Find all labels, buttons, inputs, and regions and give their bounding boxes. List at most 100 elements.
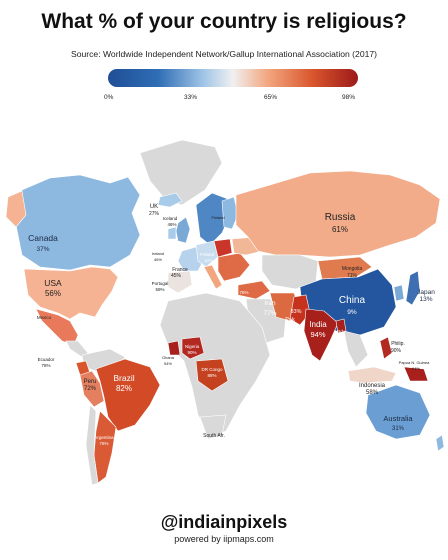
legend-tick-0: 0% — [104, 94, 114, 101]
label-poland-value: 82% — [205, 258, 213, 263]
page-title: What % of your country is religious? — [41, 10, 407, 33]
region-poland[interactable] — [213, 238, 233, 258]
region-iceland[interactable] — [157, 192, 183, 208]
powered-by-text: powered by iipmaps.com — [174, 534, 274, 544]
label-bangladesh-name: Bd — [337, 329, 343, 334]
region-ghana[interactable] — [167, 340, 181, 356]
source-text: Source: Worldwide Independent Network/Ga… — [70, 49, 378, 59]
region-nigeria[interactable] — [181, 336, 205, 360]
label-canada-value: 37% — [36, 246, 49, 253]
region-central-europe — [195, 240, 219, 268]
region-indonesia[interactable] — [347, 366, 397, 384]
region-chile — [85, 404, 99, 486]
label-drcongo-name: DR Congo — [201, 367, 223, 372]
label-turkey-value: 76% — [239, 290, 248, 295]
label-uk-name: UK — [150, 204, 158, 210]
label-nigeria-value: 90% — [187, 350, 196, 355]
world-map: Canada 37% USA 56% Mexico Ecuador 78% Pe… — [5, 139, 445, 486]
label-portugal-value: 59% — [155, 287, 164, 292]
region-bangladesh — [335, 318, 347, 334]
label-canada-name: Canada — [28, 233, 58, 243]
label-ireland-value: 46% — [154, 257, 162, 262]
legend-tick-98: 98% — [342, 94, 356, 101]
region-alaska — [5, 190, 27, 228]
region-philippines[interactable] — [379, 336, 393, 360]
label-brazil-value: 82% — [116, 384, 132, 393]
legend-tick-33: 33% — [184, 94, 198, 101]
label-china-value: 9% — [347, 309, 357, 316]
label-japan-value: 13% — [419, 296, 432, 303]
label-ireland-name: Ireland — [152, 251, 164, 256]
label-china-name: China — [339, 295, 366, 306]
label-pakistan-name: Pak — [285, 317, 295, 323]
region-finland[interactable] — [221, 196, 239, 230]
legend-tick-65: 65% — [264, 94, 278, 101]
label-usa-name: USA — [44, 278, 62, 288]
region-se-asia — [343, 330, 369, 368]
label-drcongo-value: 88% — [207, 373, 216, 378]
label-indonesia-value: 58% — [366, 390, 379, 396]
label-mongolia-name: Mongolia — [342, 266, 363, 272]
region-greenland — [139, 139, 223, 206]
region-scandinavia — [195, 192, 231, 246]
region-uk[interactable] — [175, 216, 191, 244]
label-ecuador-value: 78% — [41, 363, 50, 368]
label-australia-value: 31% — [392, 426, 405, 432]
label-finland-name: Finland — [211, 215, 224, 220]
region-peru[interactable] — [79, 370, 105, 408]
label-poland-name: Poland — [200, 252, 215, 257]
label-south-africa-name: South Afr. — [203, 433, 225, 439]
label-japan-name: Japan — [417, 289, 435, 296]
region-japan[interactable] — [405, 270, 421, 306]
label-ghana-value: 94% — [164, 361, 172, 366]
label-portugal-name: Portugal — [152, 281, 169, 286]
region-italy — [203, 264, 223, 290]
region-russia[interactable] — [235, 170, 441, 258]
region-canada[interactable] — [15, 174, 141, 271]
brand-handle[interactable]: @indiainpixels — [160, 512, 288, 532]
region-drcongo[interactable] — [195, 358, 229, 392]
region-argentina[interactable] — [93, 410, 117, 484]
label-philippines-value: 90% — [391, 348, 402, 354]
label-russia-name: Russia — [325, 212, 356, 223]
label-iran-name: Iran — [264, 300, 276, 307]
label-ghana-name: Ghana — [162, 355, 175, 360]
label-france-value: 45% — [171, 273, 182, 279]
label-ecuador-name: Ecuador — [38, 357, 55, 362]
label-peru-name: Peru — [84, 379, 97, 385]
label-philippines-name: Philip. — [391, 341, 405, 347]
region-usa[interactable] — [23, 266, 119, 320]
label-russia-value: 61% — [332, 225, 348, 234]
region-mongolia[interactable] — [317, 256, 373, 280]
label-pakistan-value: 83% — [290, 309, 301, 315]
label-argentina-value: 76% — [99, 441, 108, 446]
region-india[interactable] — [303, 308, 339, 362]
region-brazil[interactable] — [95, 358, 161, 432]
label-iran-value: 77% — [263, 310, 276, 317]
label-nigeria-name: Nigeria — [185, 344, 200, 349]
label-uk-value: 27% — [149, 211, 160, 217]
legend-color-bar — [108, 69, 358, 87]
label-usa-value: 56% — [45, 289, 61, 298]
region-portugal[interactable] — [167, 270, 193, 294]
region-turkey[interactable] — [237, 280, 271, 300]
region-papua[interactable] — [403, 366, 429, 382]
label-australia-name: Australia — [383, 414, 413, 423]
label-india-value: 94% — [310, 330, 325, 339]
label-mongolia-value: 71% — [347, 273, 358, 279]
label-mexico-name: Mexico — [37, 315, 52, 320]
region-south-africa — [199, 414, 227, 440]
region-new-zealand — [435, 434, 445, 452]
label-iceland-name: Iceland — [163, 216, 178, 221]
region-ireland[interactable] — [167, 226, 177, 240]
label-iceland-value: 46% — [167, 222, 176, 227]
region-balkans — [217, 252, 251, 282]
label-turkey-name: Turkey — [225, 283, 239, 288]
label-papua-value: 94% — [412, 366, 420, 371]
label-indonesia-name: Indonesia — [359, 383, 386, 389]
label-papua-name: Papua N. Guinea — [399, 360, 430, 365]
label-argentina-name: Argentina — [94, 435, 114, 440]
region-australia[interactable] — [365, 384, 431, 440]
label-france-name: France — [172, 267, 188, 273]
label-india-name: India — [309, 320, 327, 329]
